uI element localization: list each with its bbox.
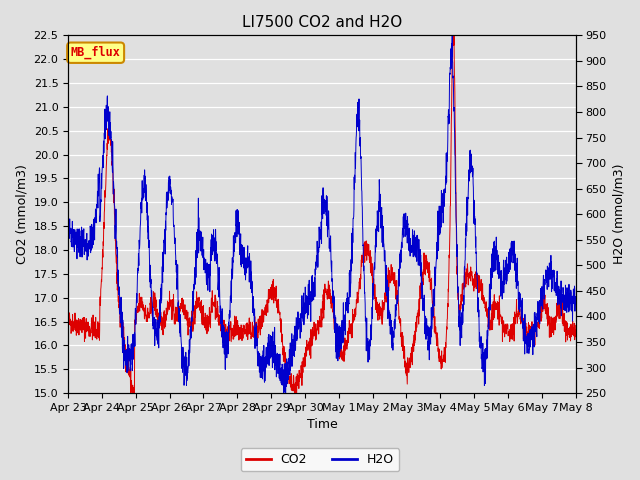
Y-axis label: CO2 (mmol/m3): CO2 (mmol/m3) <box>15 164 28 264</box>
Y-axis label: H2O (mmol/m3): H2O (mmol/m3) <box>612 164 625 264</box>
Legend: CO2, H2O: CO2, H2O <box>241 448 399 471</box>
X-axis label: Time: Time <box>307 419 337 432</box>
Title: LI7500 CO2 and H2O: LI7500 CO2 and H2O <box>242 15 402 30</box>
Text: MB_flux: MB_flux <box>70 46 120 60</box>
